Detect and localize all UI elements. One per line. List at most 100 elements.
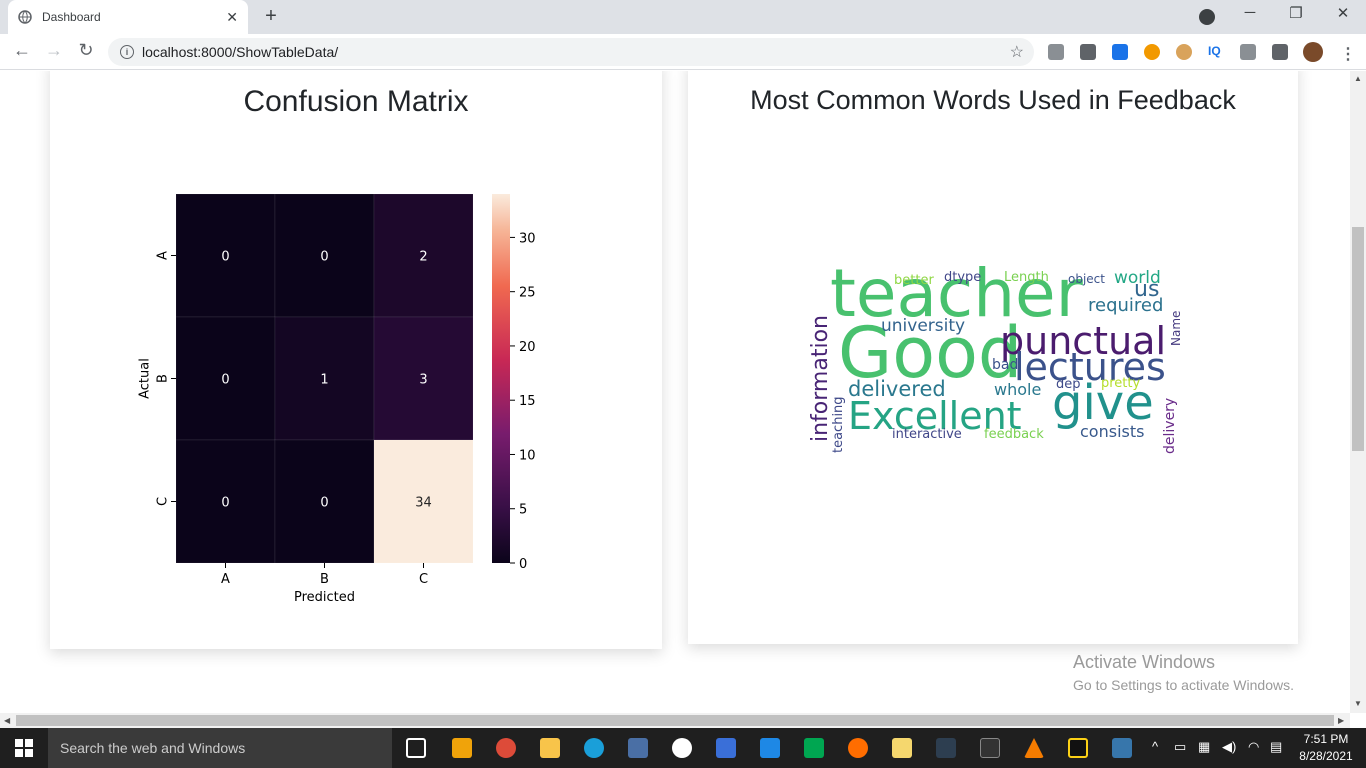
vs-code-icon[interactable] xyxy=(760,738,780,758)
heatmap-cell xyxy=(274,193,375,318)
confusion-matrix-heatmap: 0 0 20 1 30 0 34A B CABCPredictedActual051015202… xyxy=(138,193,536,605)
volume-icon[interactable]: ◀) xyxy=(1222,739,1237,754)
taskbar-clock[interactable]: 7:51 PM 8/28/2021 xyxy=(1296,731,1356,765)
firefox-icon[interactable] xyxy=(848,738,868,758)
heatmap-cell xyxy=(175,439,276,564)
word-cloud-word: consists xyxy=(1080,422,1145,441)
word-cloud-word: teaching xyxy=(831,396,846,453)
forward-button[interactable]: → xyxy=(45,40,63,60)
back-button[interactable]: ← xyxy=(13,40,31,60)
word-cloud-word: required xyxy=(1088,295,1164,316)
profile-dropdown-icon[interactable] xyxy=(1199,9,1215,25)
word-cloud-word: whole xyxy=(994,380,1042,399)
confusion-matrix-card: Confusion Matrix 0 0 2 0 1 3 0 0 34 A B C A B C Predict… xyxy=(50,71,662,649)
edge-icon[interactable] xyxy=(584,738,604,758)
word-cloud-word: Name xyxy=(1169,310,1183,346)
notifications-icon[interactable]: ▤ xyxy=(1270,739,1283,754)
app-n-icon[interactable] xyxy=(672,738,692,758)
vertical-scrollbar[interactable]: ▲ ▼ xyxy=(1350,71,1366,713)
word-cloud-word: bad xyxy=(992,357,1019,373)
word-cloud-word: dtype xyxy=(944,270,982,285)
colorbar-tick-label: 10 xyxy=(519,448,536,463)
word-cloud-word: delivery xyxy=(1162,397,1178,454)
y-tick-label: B xyxy=(156,374,171,383)
folder-icon[interactable] xyxy=(892,738,912,758)
taskbar-search-box[interactable]: Search the web and Windows xyxy=(48,728,392,768)
colorbar-tick-label: 15 xyxy=(519,394,536,409)
word-cloud-word: lectures xyxy=(1014,345,1166,389)
word-cloud-word: dep xyxy=(1056,377,1081,392)
heatmap-cell xyxy=(373,316,474,441)
x-tick-label: C xyxy=(419,572,428,587)
extensions-puzzle-icon[interactable] xyxy=(1272,44,1288,60)
cmd-icon[interactable] xyxy=(980,738,1000,758)
chrome-icon[interactable] xyxy=(496,738,516,758)
x-tick-label: B xyxy=(320,572,329,587)
restore-button[interactable]: ❐ xyxy=(1289,5,1303,22)
horizontal-scroll-thumb[interactable] xyxy=(16,715,1334,726)
word-cloud-title: Most Common Words Used in Feedback xyxy=(750,85,1236,115)
cell-value-label: 0 xyxy=(320,496,328,511)
tab-close-icon[interactable]: ✕ xyxy=(226,8,238,25)
bookmark-star-icon[interactable]: ☆ xyxy=(1009,44,1024,61)
y-axis-label: Actual xyxy=(138,358,153,399)
colorbar-tick-label: 0 xyxy=(519,557,527,572)
extension-blackfire-icon[interactable] xyxy=(1144,44,1160,60)
colorbar-tick-label: 20 xyxy=(519,340,536,355)
menu-kebab-icon[interactable]: ⋮ xyxy=(1340,46,1356,63)
python-icon[interactable] xyxy=(1112,738,1132,758)
word-cloud-word: interactive xyxy=(892,427,962,442)
url-text: localhost:8000/ShowTableData/ xyxy=(142,44,339,60)
remote-desktop-icon[interactable] xyxy=(716,738,736,758)
scroll-left-arrow-icon[interactable]: ◀ xyxy=(4,716,11,725)
cell-value-label: 0 xyxy=(221,496,229,511)
globe-icon xyxy=(18,10,32,24)
wifi-icon[interactable]: ◠ xyxy=(1248,739,1260,754)
heatmap-cell xyxy=(175,316,276,441)
clock-date: 8/28/2021 xyxy=(1299,749,1353,763)
page-content: Confusion Matrix 0 0 2 0 1 3 0 0 34 A B C A B C Predict… xyxy=(0,71,1350,713)
address-bar[interactable]: i localhost:8000/ShowTableData/ ☆ xyxy=(108,38,1034,66)
word-cloud-word: information xyxy=(808,315,833,442)
close-window-button[interactable]: ✕ xyxy=(1336,5,1350,22)
tab-dashboard[interactable]: Dashboard ✕ xyxy=(8,0,248,34)
activate-windows-watermark: Activate Windows Go to Settings to activ… xyxy=(1073,652,1294,693)
network-app-icon[interactable] xyxy=(628,738,648,758)
word-cloud-word: give xyxy=(1052,375,1154,431)
y-tick-label: A xyxy=(156,251,171,260)
terminal-app-icon[interactable] xyxy=(936,738,956,758)
scroll-down-arrow-icon[interactable]: ▼ xyxy=(1354,699,1362,708)
colorbar-tick-label: 30 xyxy=(519,231,536,246)
browser-tab-bar: Dashboard ✕ + ─ ❐ ✕ xyxy=(0,0,1366,34)
vlc-icon[interactable] xyxy=(1024,738,1044,758)
heatmap-cell xyxy=(274,316,375,441)
extension-analytics-icon[interactable] xyxy=(1048,44,1064,60)
word-cloud-word: better xyxy=(894,273,934,288)
scroll-up-arrow-icon[interactable]: ▲ xyxy=(1354,74,1362,83)
tray-chevron-up-icon[interactable]: ^ xyxy=(1152,739,1159,754)
extension-camera-icon[interactable] xyxy=(1240,44,1256,60)
new-tab-button[interactable]: + xyxy=(265,5,277,27)
minimize-button[interactable]: ─ xyxy=(1244,4,1256,21)
battery-icon[interactable]: ▭ xyxy=(1174,739,1187,754)
file-explorer-icon[interactable] xyxy=(540,738,560,758)
site-info-icon[interactable]: i xyxy=(120,45,134,59)
reload-button[interactable]: ↻ xyxy=(78,40,94,60)
cell-value-label: 0 xyxy=(320,250,328,265)
vertical-scroll-thumb[interactable] xyxy=(1352,227,1364,451)
task-view-icon[interactable] xyxy=(406,738,426,758)
profile-avatar[interactable] xyxy=(1303,42,1323,62)
extension-iq-icon[interactable]: IQ xyxy=(1208,44,1224,60)
extension-cookie-icon[interactable] xyxy=(1176,44,1192,60)
extension-grid-icon[interactable] xyxy=(1112,44,1128,60)
scroll-right-arrow-icon[interactable]: ▶ xyxy=(1338,716,1345,725)
horizontal-scrollbar[interactable]: ◀ ▶ xyxy=(0,713,1350,728)
sublime-text-icon[interactable] xyxy=(452,738,472,758)
word-cloud-word: Excellent xyxy=(848,394,1022,438)
pycharm-icon[interactable] xyxy=(1068,738,1088,758)
extension-grammar-icon[interactable] xyxy=(1080,44,1096,60)
start-button[interactable] xyxy=(0,728,48,768)
network-icon[interactable]: ▦ xyxy=(1198,739,1211,754)
green-app-icon[interactable] xyxy=(804,738,824,758)
word-cloud-word: us xyxy=(1134,277,1160,302)
